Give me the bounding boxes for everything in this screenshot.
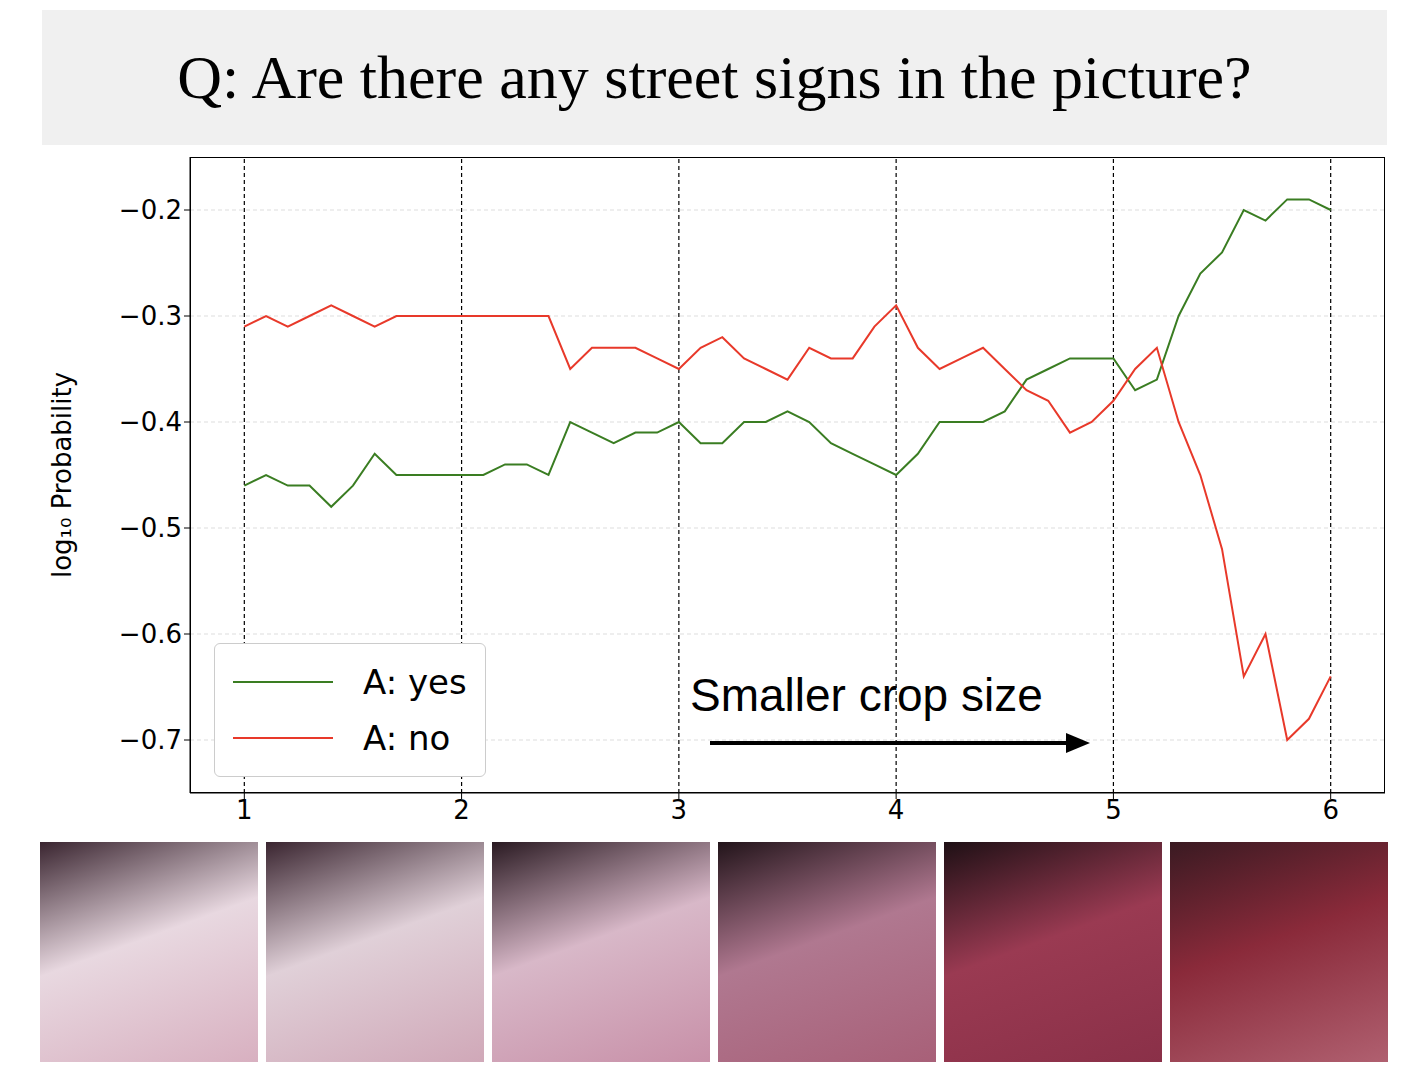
svg-text:4: 4: [888, 795, 905, 825]
html-text:log₁₀ Probability: log₁₀ Probability: [47, 371, 77, 579]
svg-text:−0.4: −0.4: [119, 407, 182, 437]
html-text:Q: Are there any street signs: Q: Are there any street signs in the pic…: [177, 43, 1252, 111]
html-text:Smaller crop size: Smaller crop size: [690, 669, 1043, 721]
svg-text:−0.7: −0.7: [119, 725, 182, 755]
svg-text:6: 6: [1322, 795, 1339, 825]
svg-text:1: 1: [236, 795, 253, 825]
svg-text:−0.5: −0.5: [119, 513, 182, 543]
svg-text:−0.6: −0.6: [119, 619, 182, 649]
svg-text:−0.2: −0.2: [119, 195, 182, 225]
svg-text:5: 5: [1105, 795, 1122, 825]
svg-text:3: 3: [671, 795, 688, 825]
svg-text:−0.3: −0.3: [119, 301, 182, 331]
html-text:A: yes: A: yes: [363, 662, 467, 702]
html-text:A: no: A: no: [363, 718, 451, 758]
svg-text:2: 2: [453, 795, 470, 825]
